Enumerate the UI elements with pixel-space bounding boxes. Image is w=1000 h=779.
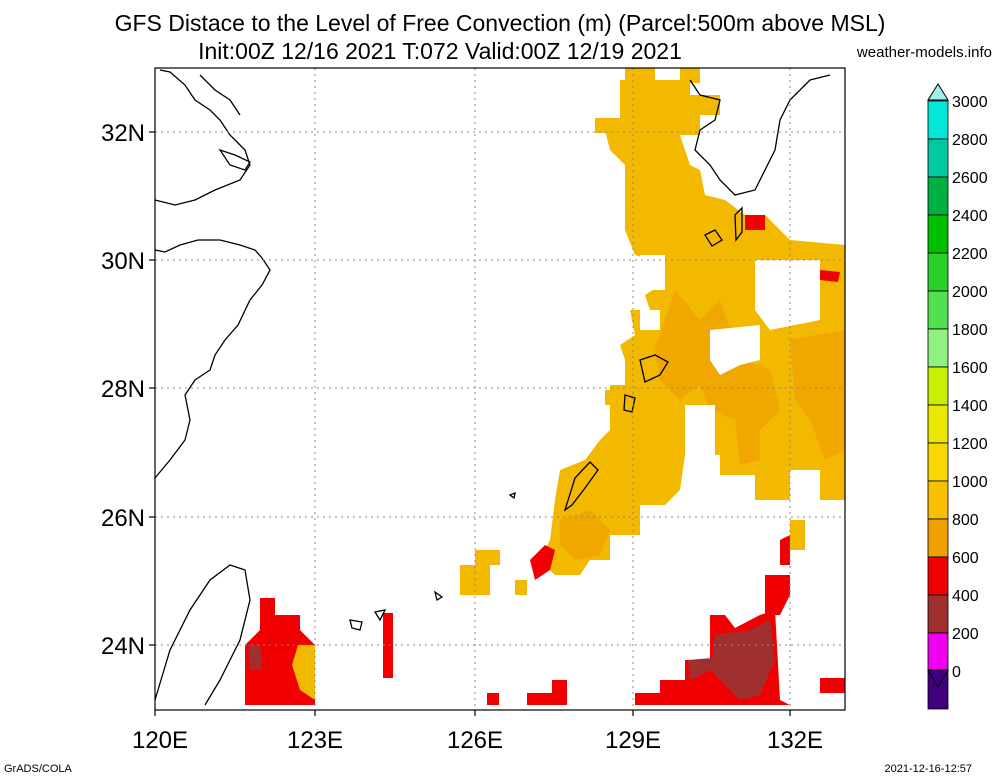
colorbar-label: 2200	[952, 246, 988, 263]
lon-tick-label: 132E	[767, 727, 823, 754]
colorbar-block	[927, 290, 949, 330]
colorbar-block	[927, 252, 949, 292]
colorbar-block	[927, 366, 949, 406]
lon-tick-label: 126E	[447, 727, 503, 754]
graticule	[155, 68, 845, 710]
colorbar-label: 1400	[952, 398, 988, 415]
title-line-1: GFS Distace to the Level of Free Convect…	[114, 10, 886, 36]
lon-tick-label: 129E	[605, 727, 661, 754]
colorbar-block	[927, 100, 949, 140]
colorbar-label: 200	[952, 626, 979, 643]
lat-tick-label: 30N	[101, 248, 145, 275]
shaded-field	[245, 68, 845, 705]
colorbar-block	[927, 404, 949, 444]
colorbar-block	[927, 594, 949, 634]
colorbar-block	[927, 556, 949, 596]
map-frame	[154, 67, 846, 711]
colorbar-label: 600	[952, 550, 979, 567]
footer-left: GrADS/COLA	[4, 763, 72, 775]
colorbar-bottom-arrow	[927, 669, 949, 688]
colorbar-block	[927, 328, 949, 368]
lon-tick-label: 120E	[132, 727, 188, 754]
lat-tick-label: 28N	[101, 376, 145, 403]
title-line-2: Init:00Z 12/16 2021 T:072 Valid:00Z 12/1…	[198, 38, 682, 64]
colorbar-block	[927, 214, 949, 254]
lat-tick-label: 24N	[101, 633, 145, 660]
colorbar-label: 2400	[952, 208, 988, 225]
colorbar-top-arrow	[927, 83, 949, 101]
colorbar-label: 2800	[952, 132, 988, 149]
colorbar-label: 3000	[952, 94, 988, 111]
colorbar-label: 800	[952, 512, 979, 529]
colorbar-label: 1800	[952, 322, 988, 339]
site-label: weather-models.info	[856, 44, 992, 61]
colorbar-block	[927, 480, 949, 520]
colorbar-block	[927, 518, 949, 558]
lat-tick-label: 32N	[101, 120, 145, 147]
colorbar-label: 1600	[952, 360, 988, 377]
colorbar-blocks	[927, 100, 949, 710]
lat-tick-label: 26N	[101, 505, 145, 532]
colorbar-label: 400	[952, 588, 979, 605]
colorbar-label: 2600	[952, 170, 988, 187]
colorbar-label: 2000	[952, 284, 988, 301]
colorbar-label: 0	[952, 664, 961, 681]
colorbar-block	[927, 138, 949, 178]
colorbar-block	[927, 632, 949, 672]
colorbar-label: 1000	[952, 474, 988, 491]
colorbar-label: 1200	[952, 436, 988, 453]
colorbar-block	[927, 176, 949, 216]
coastlines	[154, 69, 831, 706]
colorbar-block	[927, 442, 949, 482]
tick-marks	[149, 131, 791, 716]
lon-tick-label: 123E	[287, 727, 343, 754]
footer-right: 2021-12-16-12:57	[884, 763, 972, 775]
